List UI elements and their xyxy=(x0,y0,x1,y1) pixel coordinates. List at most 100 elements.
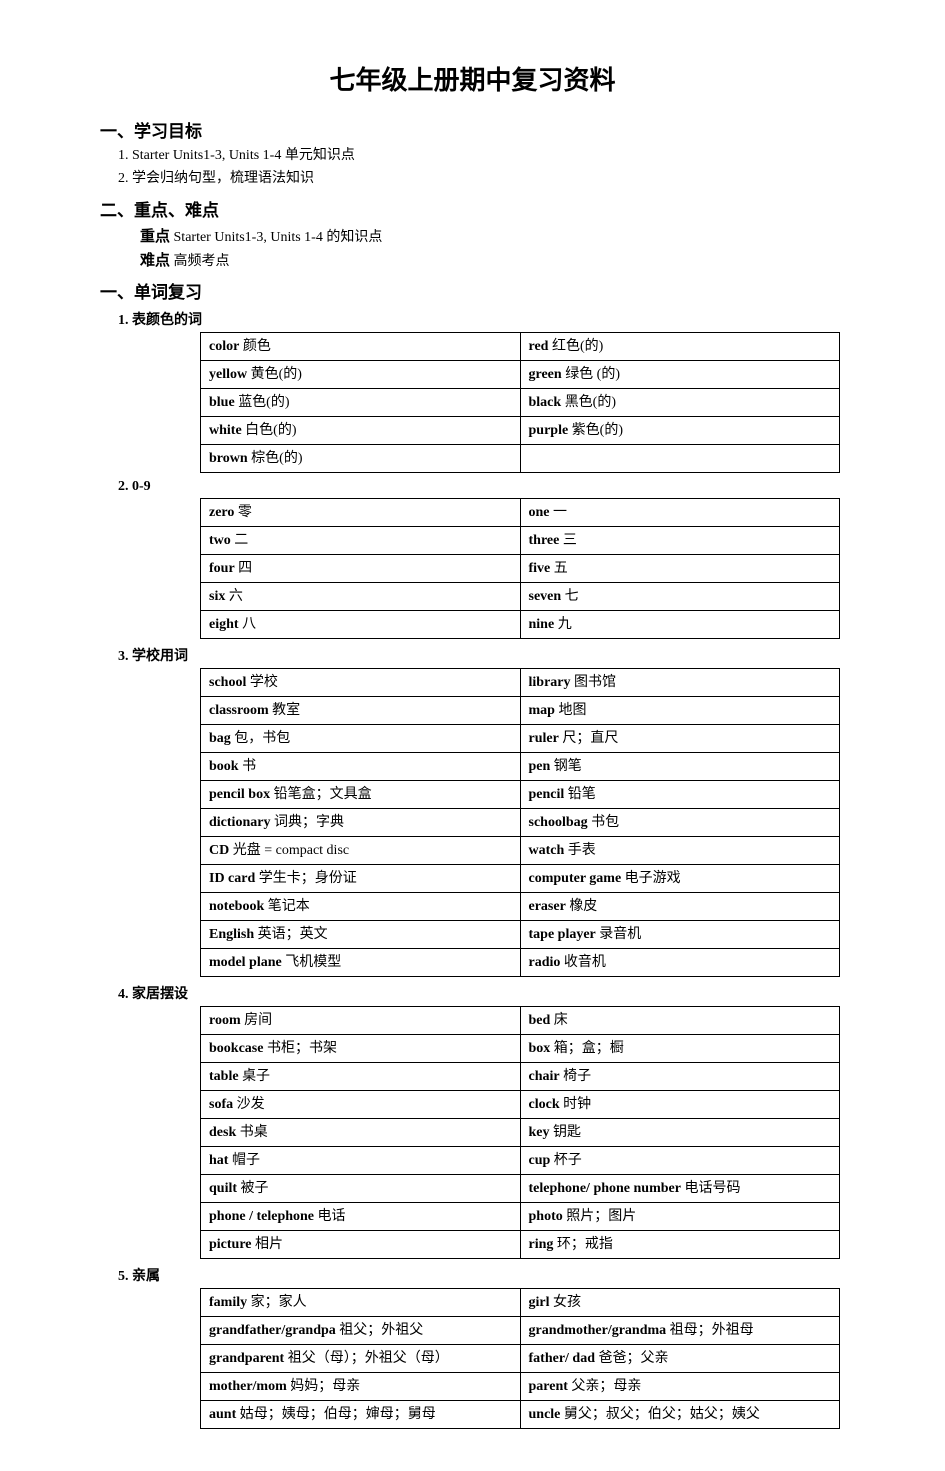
section-heading: 一、学习目标 xyxy=(100,117,845,142)
cell-zh: 白色(的) xyxy=(242,423,297,438)
sub-value: Starter Units1-3, Units 1-4 的知识点 xyxy=(170,230,382,245)
table-cell: notebook 笔记本 xyxy=(201,893,521,921)
table-row: grandfather/grandpa 祖父；外祖父grandmother/gr… xyxy=(201,1317,840,1345)
table-cell: ring 环；戒指 xyxy=(520,1231,840,1259)
cell-en: model plane xyxy=(209,955,282,970)
table-cell: color 颜色 xyxy=(201,333,521,361)
table-heading: 2. 0-9 xyxy=(118,479,845,495)
cell-zh: 电话 xyxy=(314,1209,346,1224)
table-cell: father/ dad 爸爸；父亲 xyxy=(520,1345,840,1373)
cell-zh: 照片；图片 xyxy=(563,1209,637,1224)
table-row: room 房间bed 床 xyxy=(201,1007,840,1035)
table-cell: classroom 教室 xyxy=(201,697,521,725)
table-cell: library 图书馆 xyxy=(520,669,840,697)
table-row: phone / telephone 电话photo 照片；图片 xyxy=(201,1203,840,1231)
cell-zh: 词典；字典 xyxy=(270,815,344,830)
cell-zh: 棕色(的) xyxy=(248,451,303,466)
table-row: desk 书桌key 钥匙 xyxy=(201,1119,840,1147)
table-cell: ruler 尺；直尺 xyxy=(520,725,840,753)
table-cell xyxy=(520,445,840,473)
cell-zh: 电子游戏 xyxy=(621,871,681,886)
table-cell: English 英语；英文 xyxy=(201,921,521,949)
cell-zh: 黄色(的) xyxy=(247,367,302,382)
cell-zh: 手表 xyxy=(564,843,596,858)
cell-zh: 五 xyxy=(550,561,568,576)
cell-zh: 相片 xyxy=(252,1237,284,1252)
cell-zh: 椅子 xyxy=(560,1069,592,1084)
table-row: zero 零one 一 xyxy=(201,499,840,527)
cell-en: red xyxy=(529,339,549,354)
table-row: yellow 黄色(的)green 绿色 (的) xyxy=(201,361,840,389)
table-cell: purple 紫色(的) xyxy=(520,417,840,445)
table-cell: green 绿色 (的) xyxy=(520,361,840,389)
cell-en: key xyxy=(529,1125,550,1140)
table-cell: hat 帽子 xyxy=(201,1147,521,1175)
cell-zh: 箱；盒；橱 xyxy=(550,1041,624,1056)
cell-zh: 地图 xyxy=(555,703,587,718)
cell-en: map xyxy=(529,703,555,718)
table-cell: aunt 姑母；姨母；伯母；婶母；舅母 xyxy=(201,1401,521,1429)
table-cell: five 五 xyxy=(520,555,840,583)
table-row: blue 蓝色(的)black 黑色(的) xyxy=(201,389,840,417)
cell-en: grandparent xyxy=(209,1351,284,1366)
table-row: brown 棕色(的) xyxy=(201,445,840,473)
cell-zh: 收音机 xyxy=(560,955,606,970)
cell-zh: 八 xyxy=(239,617,257,632)
vocab-table: color 颜色red 红色(的)yellow 黄色(的)green 绿色 (的… xyxy=(200,332,840,473)
table-row: eight 八 nine 九 xyxy=(201,611,840,639)
cell-en: bookcase xyxy=(209,1041,263,1056)
cell-zh: 父亲；母亲 xyxy=(568,1379,642,1394)
table-row: four 四five 五 xyxy=(201,555,840,583)
cell-en: English xyxy=(209,927,254,942)
table-cell: nine 九 xyxy=(520,611,840,639)
table-row: model plane 飞机模型radio 收音机 xyxy=(201,949,840,977)
item-line: 1. Starter Units1-3, Units 1-4 单元知识点 xyxy=(118,146,845,166)
cell-zh: 祖父（母）；外祖父（母） xyxy=(284,1351,449,1366)
cell-en: yellow xyxy=(209,367,247,382)
table-row: CD 光盘 = compact discwatch 手表 xyxy=(201,837,840,865)
cell-en: three xyxy=(529,533,560,548)
table-cell: sofa 沙发 xyxy=(201,1091,521,1119)
cell-en: grandmother/grandma xyxy=(529,1323,667,1338)
table-cell: map 地图 xyxy=(520,697,840,725)
table-cell: yellow 黄色(的) xyxy=(201,361,521,389)
table-row: English 英语；英文 tape player 录音机 xyxy=(201,921,840,949)
table-cell: CD 光盘 = compact disc xyxy=(201,837,521,865)
table-cell: table 桌子 xyxy=(201,1063,521,1091)
table-row: white 白色(的)purple 紫色(的) xyxy=(201,417,840,445)
cell-zh: 铅笔盒；文具盒 xyxy=(270,787,372,802)
cell-zh: 妈妈；母亲 xyxy=(287,1379,361,1394)
table-cell: box 箱；盒；橱 xyxy=(520,1035,840,1063)
cell-zh: 六 xyxy=(225,589,243,604)
cell-zh: 录音机 xyxy=(596,927,642,942)
cell-en: cup xyxy=(529,1153,551,1168)
cell-en: aunt xyxy=(209,1407,236,1422)
cell-zh: 钥匙 xyxy=(550,1125,582,1140)
cell-en: computer game xyxy=(529,871,622,886)
table-row: classroom 教室map 地图 xyxy=(201,697,840,725)
table-cell: room 房间 xyxy=(201,1007,521,1035)
cell-en: four xyxy=(209,561,235,576)
cell-en: radio xyxy=(529,955,561,970)
cell-en: telephone/ phone number xyxy=(529,1181,681,1196)
cell-en: notebook xyxy=(209,899,264,914)
table-cell: cup 杯子 xyxy=(520,1147,840,1175)
cell-en: tape player xyxy=(529,927,596,942)
table-cell: school 学校 xyxy=(201,669,521,697)
table-cell: pen 钢笔 xyxy=(520,753,840,781)
table-row: bag 包，书包ruler 尺；直尺 xyxy=(201,725,840,753)
table-cell: zero 零 xyxy=(201,499,521,527)
cell-zh: 三 xyxy=(559,533,577,548)
table-cell: pencil box 铅笔盒；文具盒 xyxy=(201,781,521,809)
cell-en: father/ dad xyxy=(529,1351,596,1366)
cell-en: eight xyxy=(209,617,239,632)
cell-zh: 帽子 xyxy=(228,1153,260,1168)
cell-en: clock xyxy=(529,1097,560,1112)
table-row: family 家；家人girl 女孩 xyxy=(201,1289,840,1317)
cell-en: classroom xyxy=(209,703,269,718)
cell-zh: 七 xyxy=(561,589,579,604)
cell-en: one xyxy=(529,505,550,520)
section-heading: 二、重点、难点 xyxy=(100,196,845,221)
table-cell: computer game 电子游戏 xyxy=(520,865,840,893)
cell-en: hat xyxy=(209,1153,228,1168)
